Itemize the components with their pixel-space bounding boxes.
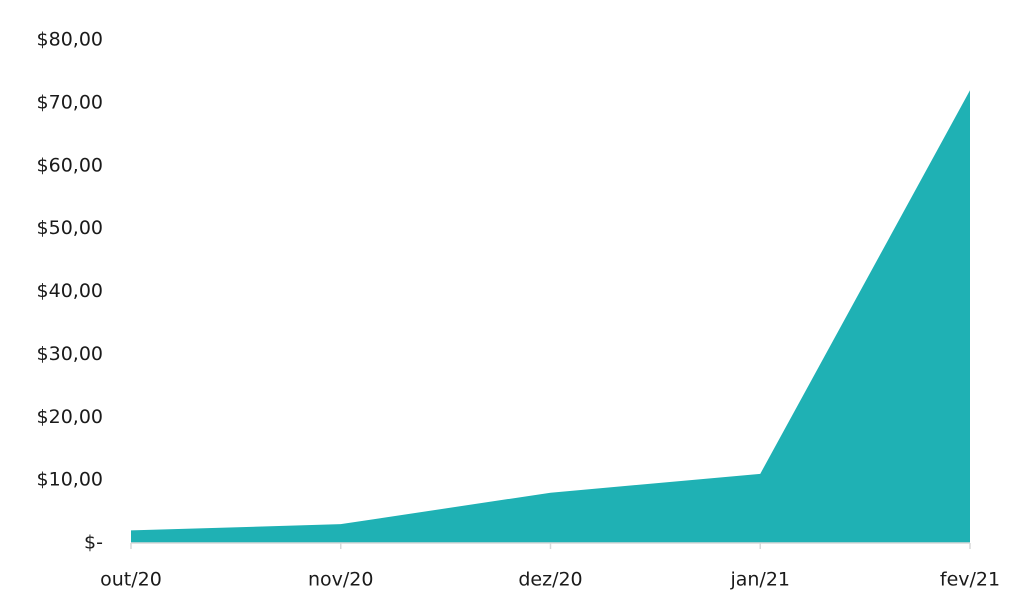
y-tick-label: $50,00 [37,217,103,239]
x-tick-label: nov/20 [308,569,374,591]
y-tick-label: $40,00 [37,280,103,302]
x-tick-label: dez/20 [518,569,582,591]
y-tick-label: $- [84,532,103,554]
y-tick-label: $10,00 [37,469,103,491]
y-tick-label: $80,00 [37,29,103,51]
y-tick-label: $60,00 [37,154,103,176]
x-tick-label: jan/21 [729,569,790,591]
y-tick-label: $20,00 [37,406,103,428]
x-tick-label: out/20 [100,569,162,591]
area [131,90,970,544]
y-tick-label: $70,00 [37,91,103,113]
y-tick-label: $30,00 [37,343,103,365]
x-tick-label: fev/21 [940,569,1000,591]
